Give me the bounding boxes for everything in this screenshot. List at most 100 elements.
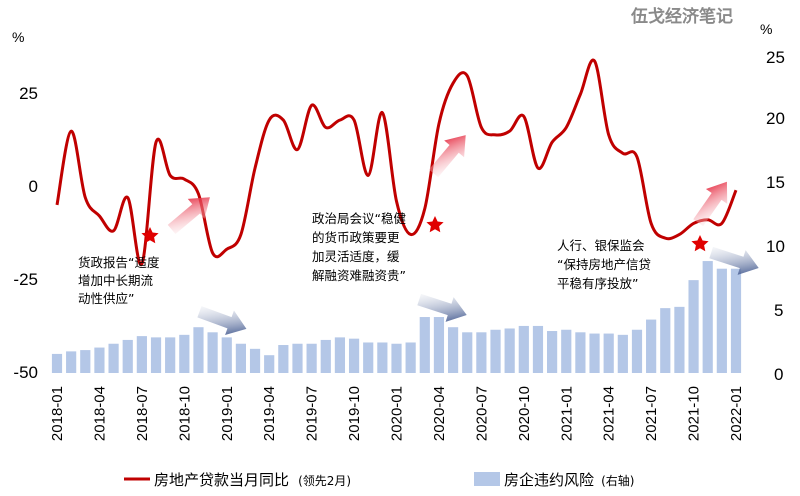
left-tick-label: -50 <box>13 363 38 382</box>
arrow-right-icon <box>417 293 467 322</box>
right-tick-label: 20 <box>766 109 785 128</box>
x-tick-label: 2020-04 <box>431 386 448 441</box>
bar-2021-12 <box>716 268 727 373</box>
x-tick-label: 2021-01 <box>558 386 575 441</box>
bar-2018-07 <box>136 336 147 373</box>
bar-2021-10 <box>688 280 699 373</box>
left-tick-label: 25 <box>19 84 38 103</box>
bar-series <box>51 261 742 373</box>
bar-2019-12 <box>377 342 388 373</box>
line-series <box>55 58 738 267</box>
bar-2021-08 <box>660 308 671 373</box>
legend: 房地产贷款当月同比 (领先2月) 房企违约风险 (右轴) <box>124 470 634 489</box>
bar-2021-04 <box>603 333 614 373</box>
bar-2018-10 <box>179 334 190 373</box>
right-tick-label: 5 <box>774 301 783 320</box>
bar-2019-06 <box>292 343 303 373</box>
arrow-up-icon <box>167 197 210 235</box>
bar-2020-05 <box>447 327 459 373</box>
x-tick-label: 2020-07 <box>473 386 490 441</box>
bar-2019-07 <box>306 343 317 373</box>
bar-2018-02 <box>66 351 77 373</box>
bar-2020-09 <box>504 328 515 373</box>
bar-2020-08 <box>490 329 501 373</box>
bar-2019-05 <box>278 345 289 373</box>
bar-2019-02 <box>235 343 246 373</box>
arrow-up-icon <box>693 181 728 227</box>
bar-2018-05 <box>108 343 119 373</box>
bar-2020-12 <box>547 331 558 373</box>
bar-2018-03 <box>80 350 91 373</box>
bar-2018-12 <box>207 332 218 373</box>
right-tick-label: 15 <box>766 173 785 192</box>
line-house-loan-yoy <box>55 58 738 267</box>
x-tick-label: 2021-04 <box>601 386 618 441</box>
x-axis-ticks: 2018-01 2018-04 2018-07 2018-10 2019-01 2019-… <box>49 386 745 441</box>
x-tick-label: 2018-04 <box>91 386 108 441</box>
bar-2019-09 <box>334 337 346 373</box>
bar-2018-01 <box>51 353 63 373</box>
x-tick-label: 2021-07 <box>643 386 660 441</box>
right-tick-label: 10 <box>766 237 785 256</box>
annotation-3: 人行、银保监会 “保持房地产信贷 平稳有序投放” <box>557 238 655 291</box>
arrow-up-icon <box>428 135 466 178</box>
bar-2021-06 <box>631 329 643 373</box>
bar-2020-04 <box>433 317 445 373</box>
legend-label-line: 房地产贷款当月同比 (领先2月) <box>154 470 351 489</box>
bar-2019-03 <box>249 348 261 373</box>
watermark: 伍戈经济笔记 <box>630 6 733 27</box>
x-tick-label: 2020-10 <box>516 386 533 441</box>
x-tick-label: 2018-01 <box>49 386 66 441</box>
bar-2020-11 <box>532 325 544 373</box>
bar-2018-08 <box>150 337 162 373</box>
bar-2018-09 <box>165 337 176 373</box>
bar-2021-05 <box>617 334 628 373</box>
x-tick-label: 2022-01 <box>728 386 745 441</box>
bar-2019-08 <box>320 339 331 373</box>
bar-2021-09 <box>674 306 685 373</box>
annotation-1: 货政报告“适度 增加中长期流 动性供应” <box>78 255 163 306</box>
arrow-right-icon <box>197 306 247 335</box>
star-marker-icon <box>691 235 709 252</box>
bar-2021-07 <box>646 319 657 373</box>
legend-label-bar: 房企违约风险 (右轴) <box>504 470 634 489</box>
x-tick-label: 2018-07 <box>134 386 151 441</box>
legend-bar-swatch <box>474 472 500 486</box>
x-tick-label: 2019-01 <box>219 386 236 441</box>
bar-2020-02 <box>405 342 416 373</box>
bar-2019-10 <box>348 338 360 373</box>
bar-2021-02 <box>575 332 586 373</box>
bar-2020-10 <box>518 325 529 373</box>
right-axis-unit: % <box>760 21 772 37</box>
left-tick-label: 0 <box>29 177 38 196</box>
bar-2021-11 <box>702 261 713 373</box>
bar-2020-03 <box>419 317 430 373</box>
x-tick-label: 2021-10 <box>686 386 703 441</box>
left-axis-unit: % <box>12 29 24 45</box>
x-tick-label: 2018-10 <box>176 386 193 441</box>
bar-2020-01 <box>391 343 402 373</box>
x-tick-label: 2019-10 <box>346 386 363 441</box>
star-marker-icon <box>426 216 444 233</box>
star-marker-icon <box>141 227 159 244</box>
bar-2020-06 <box>462 332 473 373</box>
bar-2018-11 <box>193 327 204 373</box>
x-tick-label: 2019-04 <box>261 386 278 441</box>
bar-2018-04 <box>94 347 105 373</box>
right-tick-label: 0 <box>774 365 783 384</box>
annotation-2: 政治局会议“稳健 的货币政策要更 加灵活适度，缓 解融资难融资贵” <box>312 211 410 283</box>
bar-2021-01 <box>561 329 572 373</box>
bar-2020-07 <box>476 332 487 373</box>
left-tick-label: -25 <box>13 270 38 289</box>
bar-2022-01 <box>730 268 742 373</box>
bar-2021-03 <box>589 333 600 373</box>
right-tick-label: 25 <box>766 48 785 67</box>
bar-2019-01 <box>221 337 232 373</box>
bar-2019-04 <box>264 355 275 373</box>
x-tick-label: 2020-01 <box>389 386 406 441</box>
bar-2018-06 <box>122 339 133 373</box>
x-tick-label: 2019-07 <box>304 386 321 441</box>
arrow-right-icon <box>709 246 759 275</box>
bar-2019-11 <box>363 342 374 373</box>
